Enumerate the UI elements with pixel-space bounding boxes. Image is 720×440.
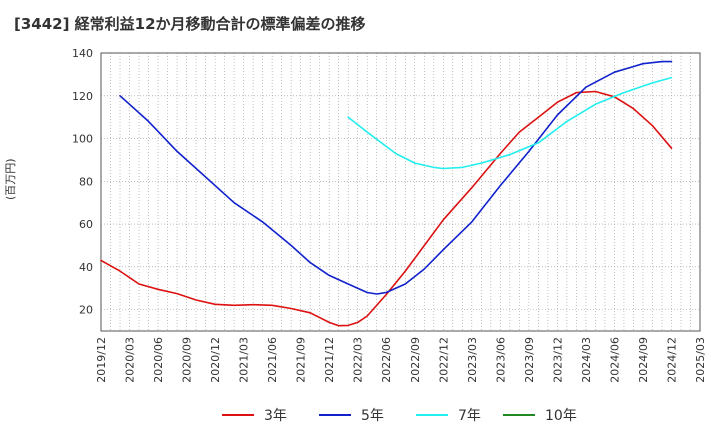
y-tick-label: 40 (79, 261, 93, 274)
x-tick-label: 2022/09 (409, 337, 422, 383)
x-tick-label: 2022/03 (352, 337, 365, 383)
x-tick-label: 2021/03 (238, 337, 251, 383)
y-tick-label: 60 (79, 218, 93, 231)
legend-swatch (319, 414, 351, 416)
legend-item: 3年 (222, 405, 287, 425)
x-tick-label: 2023/09 (523, 337, 536, 383)
x-tick-label: 2021/06 (266, 337, 279, 383)
tick-labels: 20 40 60 80 100 120 140 2019/12 2020/03 2020/06 20… (72, 47, 707, 383)
x-tick-label: 2020/09 (181, 337, 194, 383)
y-tick-label: 120 (72, 90, 93, 103)
line-chart: 20 40 60 80 100 120 140 2019/12 2020/03 2020/06 20… (72, 47, 707, 383)
x-tick-label: 2024/06 (608, 337, 621, 383)
chart-title: [3442] 経常利益12か月移動合計の標準偏差の推移 (14, 15, 366, 33)
legend-label: 7年 (458, 408, 481, 424)
x-tick-label: 2024/03 (580, 337, 593, 383)
y-tick-label: 20 (79, 304, 93, 317)
x-tick-label: 2024/09 (637, 337, 650, 383)
x-tick-label: 2023/06 (494, 337, 507, 383)
y-tick-label: 140 (72, 47, 93, 60)
legend-label: 10年 (545, 408, 577, 424)
x-tick-label: 2020/03 (124, 337, 137, 383)
legend-swatch (222, 414, 254, 416)
series-line-5年 (119, 60, 673, 295)
series-lines (100, 60, 673, 327)
y-tick-label: 100 (72, 133, 93, 146)
legend-swatch (503, 414, 535, 416)
x-tick-label: 2021/09 (295, 337, 308, 383)
legend-swatch (416, 414, 448, 416)
series-line-3年 (100, 90, 673, 327)
x-tick-label: 2023/12 (551, 337, 564, 383)
x-tick-label: 2022/12 (437, 337, 450, 383)
plot-area-border (100, 52, 701, 332)
legend-label: 3年 (264, 408, 287, 424)
legend-item: 7年 (416, 405, 481, 425)
legend-item: 10年 (503, 405, 577, 425)
x-tick-label: 2020/12 (209, 337, 222, 383)
x-tick-label: 2023/03 (466, 337, 479, 383)
legend-label: 5年 (361, 408, 384, 424)
x-tick-label: 2020/06 (152, 337, 165, 383)
x-tick-label: 2022/06 (380, 337, 393, 383)
series-line-7年 (347, 76, 673, 170)
x-tick-label: 2021/12 (323, 337, 336, 383)
legend-item: 5年 (319, 405, 384, 425)
x-tick-label: 2025/03 (694, 337, 707, 383)
y-tick-label: 80 (79, 175, 93, 188)
axes (100, 52, 701, 332)
x-tick-label: 2019/12 (95, 337, 108, 383)
grid-lines (100, 52, 701, 331)
legend: 3年 5年 7年 10年 (0, 405, 720, 425)
x-tick-label: 2024/12 (665, 337, 678, 383)
